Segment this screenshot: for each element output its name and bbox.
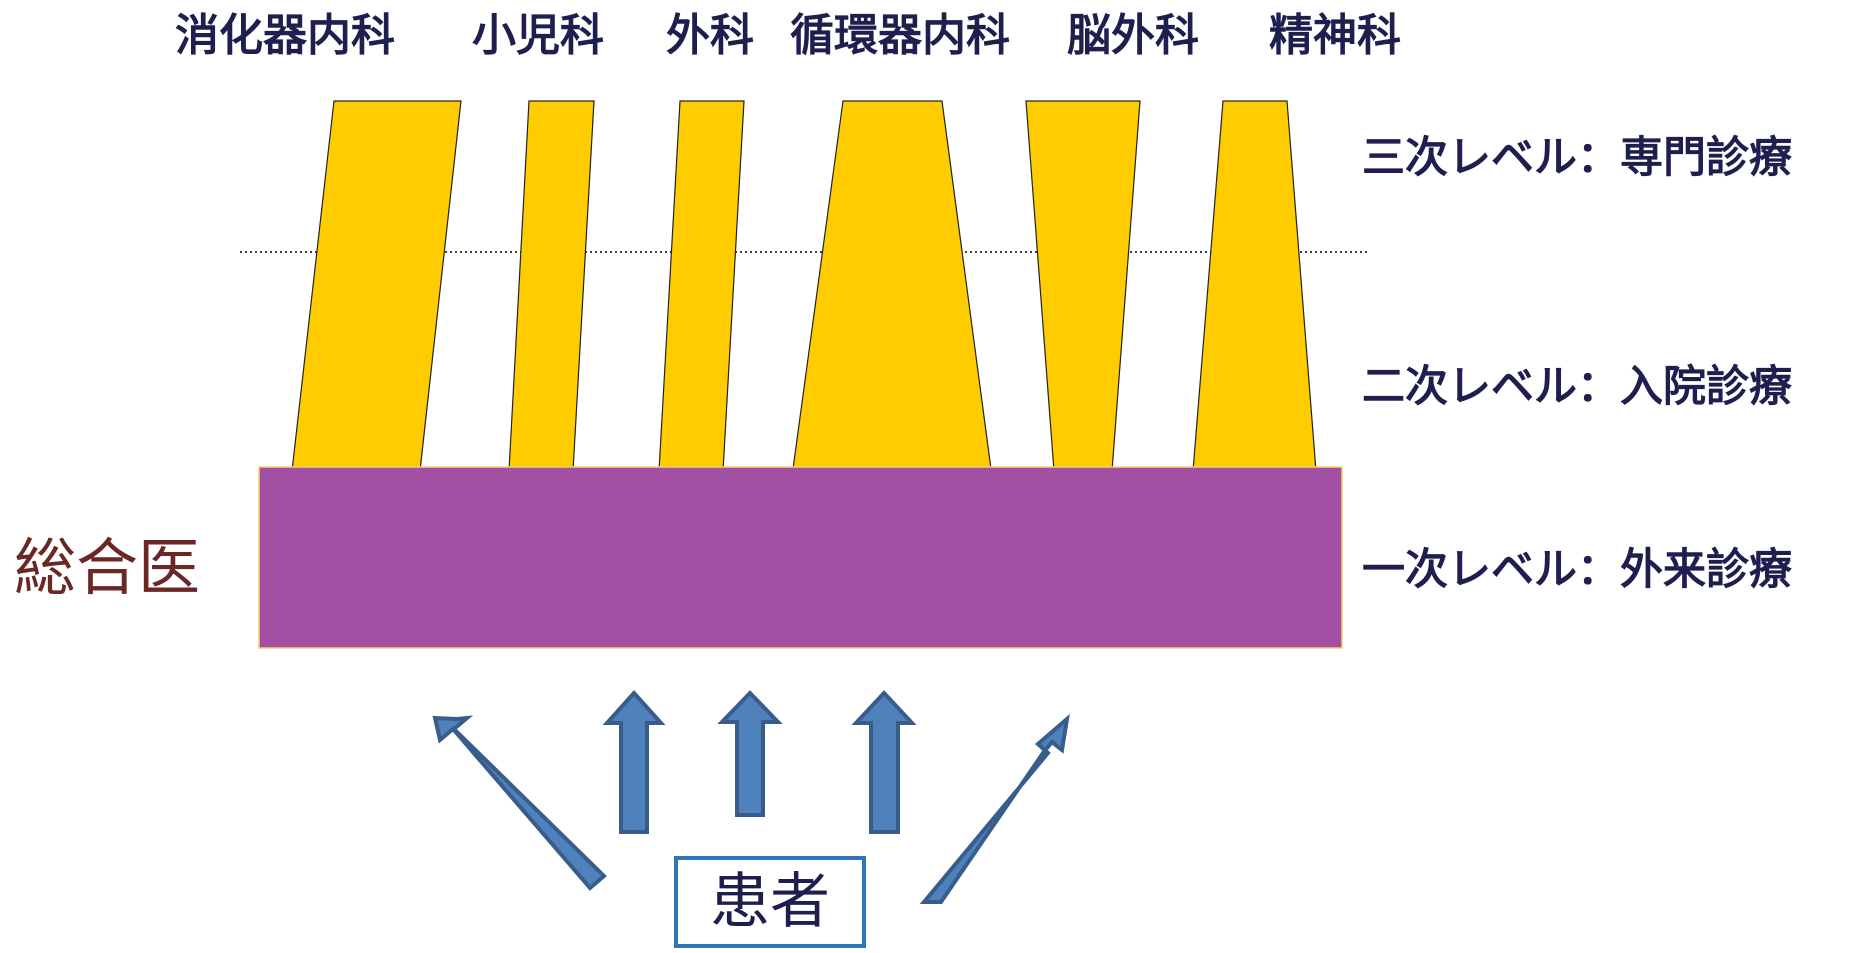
dept-label-neurosurgery: 脳外科 [1067, 10, 1199, 61]
arrow-icon-up-3 [851, 690, 917, 834]
arrow-icon-upper-right [919, 713, 1070, 904]
dept-label-psychiatry: 精神科 [1269, 10, 1401, 61]
dept-label-gastroenterology: 消化器内科 [175, 10, 395, 61]
patient-arrows [432, 690, 1070, 904]
patient-box: 患者 [674, 856, 866, 948]
specialty-bar-neurosurgery [1025, 100, 1141, 472]
general-practitioner-label: 総合医 [14, 531, 201, 604]
specialty-bar-psychiatry [1192, 100, 1317, 472]
arrow-icon-up-1 [602, 690, 666, 834]
dept-label-surgery: 外科 [666, 10, 754, 61]
arrow-icon-up-2 [717, 690, 783, 817]
specialty-bar-pediatrics [508, 100, 595, 472]
patient-label: 患者 [710, 867, 830, 937]
level-label-primary: 一次レベル：外来診療 [1362, 545, 1792, 595]
dept-label-pediatrics: 小児科 [472, 10, 604, 61]
arrow-icon-upper-left [432, 715, 607, 891]
specialty-bar-cardiology [792, 100, 992, 470]
specialty-bar-surgery [658, 100, 745, 472]
dept-label-cardiology: 循環器内科 [790, 10, 1010, 61]
primary-care-block [258, 466, 1343, 649]
level-label-secondary: 二次レベル：入院診療 [1362, 362, 1792, 412]
specialty-bar-gastroenterology [291, 100, 462, 472]
level-label-tertiary: 三次レベル：専門診療 [1362, 133, 1792, 183]
